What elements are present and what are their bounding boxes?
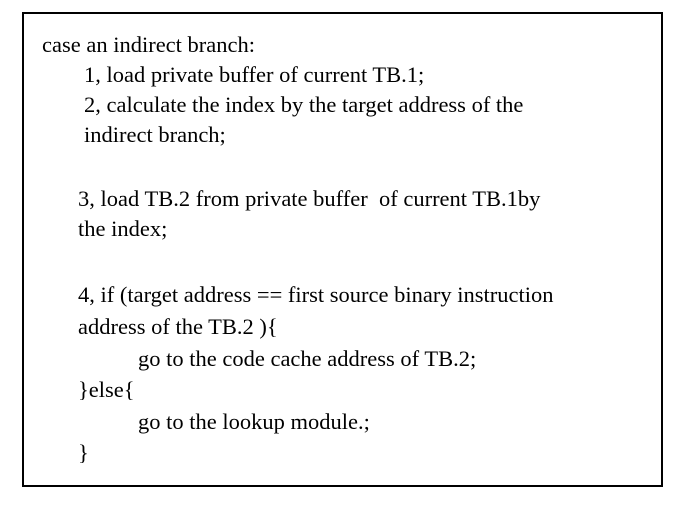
else-line: }else{ [78, 377, 135, 402]
step-3-continuation: the index; [78, 216, 168, 241]
else-branch-line: go to the lookup module.; [138, 409, 370, 434]
pseudocode-box [22, 12, 663, 487]
step-4-line: 4, if (target address == first source bi… [78, 282, 554, 307]
step-2-line: 2, calculate the index by the target add… [84, 92, 524, 117]
step-1-line: 1, load private buffer of current TB.1; [84, 62, 425, 87]
then-branch-line: go to the code cache address of TB.2; [138, 346, 477, 371]
step-2-continuation: indirect branch; [84, 122, 226, 147]
step-3-line: 3, load TB.2 from private buffer of curr… [78, 186, 541, 211]
step-4-continuation: address of the TB.2 ){ [78, 314, 278, 339]
case-header-line: case an indirect branch: [42, 32, 256, 57]
closing-brace-line: } [78, 440, 89, 465]
